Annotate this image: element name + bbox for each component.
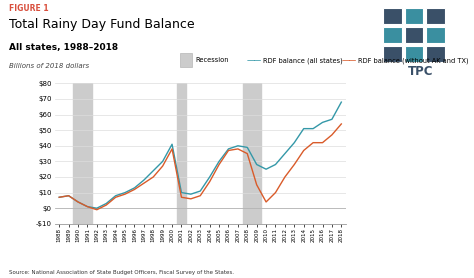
Text: Billions of 2018 dollars: Billions of 2018 dollars	[9, 63, 90, 69]
Bar	[427, 27, 445, 43]
Text: RDF balance (without AK and TX): RDF balance (without AK and TX)	[358, 57, 468, 64]
Bar	[243, 83, 261, 224]
Text: Source: National Association of State Budget Officers, Fiscal Survey of the Stat: Source: National Association of State Bu…	[9, 270, 235, 275]
Text: All states, 1988–2018: All states, 1988–2018	[9, 43, 119, 52]
Bar	[177, 83, 186, 224]
Text: TPC: TPC	[408, 65, 433, 78]
Text: ——: ——	[342, 56, 357, 65]
Text: Recession: Recession	[196, 57, 229, 63]
Bar	[427, 46, 445, 62]
Bar	[73, 83, 92, 224]
Text: ——: ——	[247, 56, 262, 65]
Bar	[383, 46, 401, 62]
Bar	[405, 8, 423, 24]
Bar	[405, 46, 423, 62]
Text: FIGURE 1: FIGURE 1	[9, 4, 49, 13]
Text: Total Rainy Day Fund Balance: Total Rainy Day Fund Balance	[9, 18, 195, 31]
Bar	[383, 8, 401, 24]
Bar	[383, 27, 401, 43]
Bar	[405, 27, 423, 43]
Bar	[427, 8, 445, 24]
Text: RDF balance (all states): RDF balance (all states)	[263, 57, 343, 64]
